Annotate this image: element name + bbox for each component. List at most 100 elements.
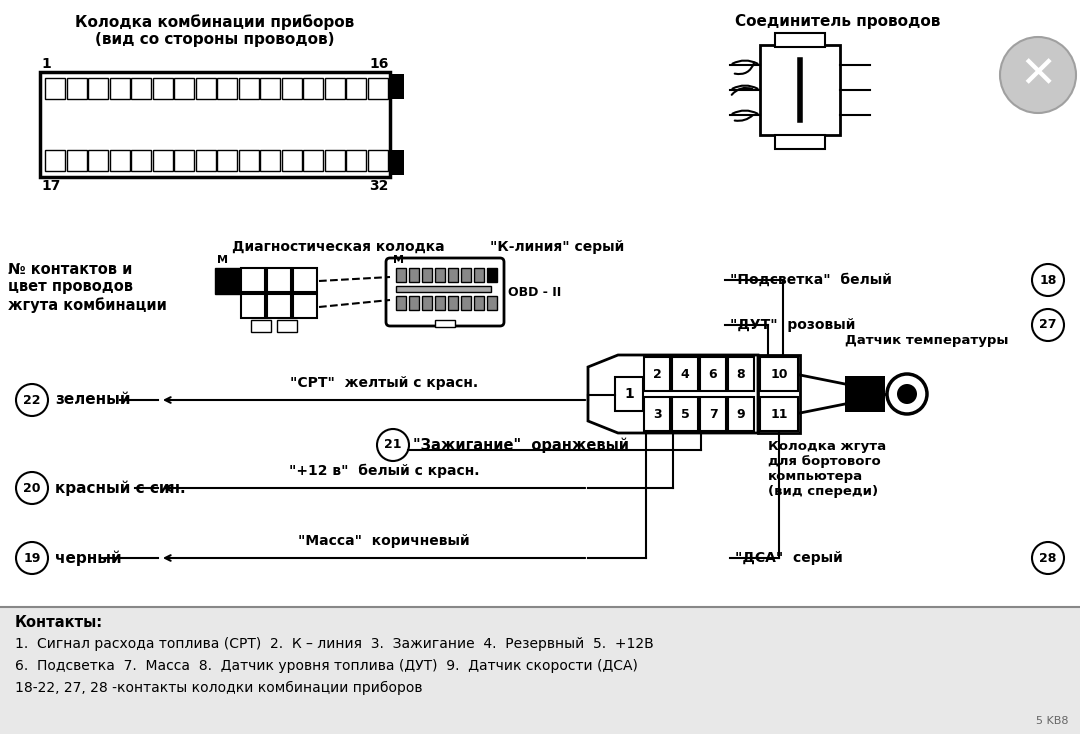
Text: 27: 27 <box>1039 319 1056 332</box>
Bar <box>0 0 1080 607</box>
Text: Диагностическая колодка: Диагностическая колодка <box>232 240 445 254</box>
Text: 6: 6 <box>708 368 717 380</box>
Text: 7: 7 <box>708 407 717 421</box>
Bar <box>409 268 419 282</box>
Bar <box>644 357 670 391</box>
Bar <box>435 296 445 310</box>
Bar <box>396 286 491 292</box>
Bar <box>239 150 258 171</box>
Bar <box>700 397 726 431</box>
FancyBboxPatch shape <box>386 258 504 326</box>
Bar <box>845 376 885 412</box>
Text: 28: 28 <box>1039 551 1056 564</box>
Bar <box>324 78 345 99</box>
Bar <box>174 150 194 171</box>
Text: М: М <box>217 255 228 265</box>
Bar <box>700 357 726 391</box>
Text: 5 KB8: 5 KB8 <box>1036 716 1068 726</box>
Bar <box>728 397 754 431</box>
Text: "Подсветка"  белый: "Подсветка" белый <box>730 273 892 287</box>
Bar <box>409 296 419 310</box>
Bar <box>40 72 390 177</box>
Text: 9: 9 <box>737 407 745 421</box>
Bar <box>390 150 404 175</box>
Bar <box>448 296 458 310</box>
Text: М: М <box>393 255 404 265</box>
Bar <box>251 320 271 332</box>
Bar <box>422 268 432 282</box>
Bar <box>276 320 297 332</box>
Text: Датчик температуры: Датчик температуры <box>845 334 1009 347</box>
Text: 1: 1 <box>624 387 634 401</box>
Bar <box>109 78 130 99</box>
Text: Колодка жгута
для бортового
компьютера
(вид спереди): Колодка жгута для бортового компьютера (… <box>768 440 886 498</box>
Bar <box>367 78 388 99</box>
Text: Соединитель проводов: Соединитель проводов <box>735 14 941 29</box>
Text: 17: 17 <box>41 179 60 193</box>
Bar <box>760 397 798 431</box>
Circle shape <box>897 384 917 404</box>
Bar <box>217 150 237 171</box>
Bar <box>131 78 151 99</box>
Text: 16: 16 <box>369 57 389 71</box>
Text: 22: 22 <box>24 393 41 407</box>
Text: "СРТ"  желтый с красн.: "СРТ" желтый с красн. <box>289 376 478 390</box>
Bar <box>644 397 670 431</box>
Text: 19: 19 <box>24 551 41 564</box>
Bar <box>672 397 698 431</box>
Text: 8: 8 <box>737 368 745 380</box>
Text: 18-22, 27, 28 -контакты колодки комбинации приборов: 18-22, 27, 28 -контакты колодки комбинац… <box>15 681 422 695</box>
Bar <box>303 78 323 99</box>
Bar <box>390 74 404 99</box>
Circle shape <box>1000 37 1076 113</box>
Bar <box>615 377 643 411</box>
Bar <box>45 150 65 171</box>
Bar <box>267 268 291 292</box>
Text: 1.  Сигнал расхода топлива (СРТ)  2.  К – линия  3.  Зажигание  4.  Резервный  5: 1. Сигнал расхода топлива (СРТ) 2. К – л… <box>15 637 653 651</box>
Bar <box>260 150 280 171</box>
Text: 5: 5 <box>680 407 689 421</box>
Text: 11: 11 <box>770 407 787 421</box>
Bar <box>87 78 108 99</box>
Text: 10: 10 <box>770 368 787 380</box>
Bar <box>461 296 471 310</box>
Bar <box>174 78 194 99</box>
Bar <box>152 78 173 99</box>
Text: 3: 3 <box>652 407 661 421</box>
Bar <box>760 45 840 135</box>
Text: № контактов и
цвет проводов
жгута комбинации: № контактов и цвет проводов жгута комбин… <box>8 262 167 313</box>
Bar <box>396 296 406 310</box>
Bar <box>758 355 800 433</box>
Text: зеленый: зеленый <box>55 393 131 407</box>
Bar <box>474 296 484 310</box>
Bar <box>282 78 301 99</box>
Bar <box>346 150 366 171</box>
Bar <box>487 268 497 282</box>
Bar <box>487 296 497 310</box>
Bar <box>346 78 366 99</box>
Bar <box>293 268 318 292</box>
Bar <box>367 150 388 171</box>
Bar <box>109 150 130 171</box>
Bar <box>474 268 484 282</box>
Text: 18: 18 <box>1039 274 1056 286</box>
Bar <box>396 268 406 282</box>
Bar <box>303 150 323 171</box>
Text: 2: 2 <box>652 368 661 380</box>
Circle shape <box>887 374 927 414</box>
Bar <box>775 135 825 149</box>
Bar <box>131 150 151 171</box>
Bar <box>195 78 216 99</box>
Bar <box>67 150 86 171</box>
Text: ✕: ✕ <box>1020 54 1056 96</box>
Text: черный: черный <box>55 550 122 566</box>
Bar <box>195 150 216 171</box>
Bar <box>241 294 265 318</box>
Bar <box>45 78 65 99</box>
Bar <box>461 268 471 282</box>
Bar <box>67 78 86 99</box>
Bar <box>760 357 798 391</box>
Text: 1: 1 <box>41 57 51 71</box>
Text: "К-линия" серый: "К-линия" серый <box>490 240 624 254</box>
Text: 32: 32 <box>369 179 389 193</box>
